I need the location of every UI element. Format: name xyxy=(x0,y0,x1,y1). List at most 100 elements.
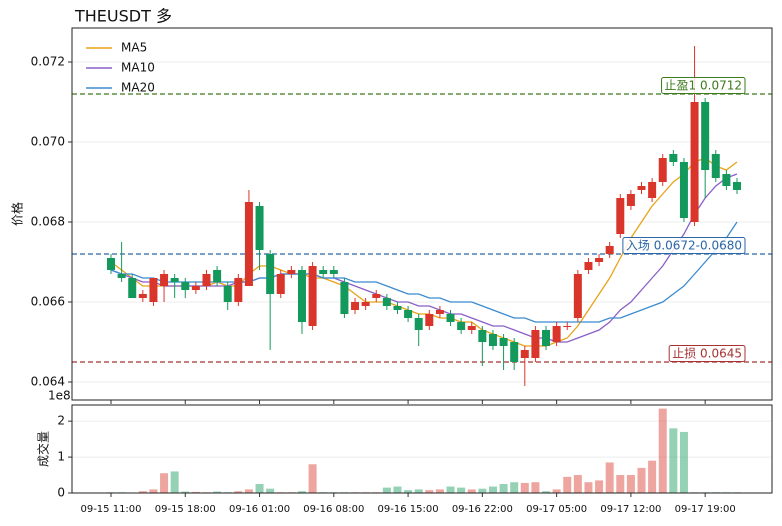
volume-bar xyxy=(679,431,688,493)
candle-body xyxy=(637,186,646,190)
volume-bar xyxy=(669,428,678,493)
candle-body xyxy=(107,258,115,270)
candle-body xyxy=(648,182,657,198)
candle-body xyxy=(520,350,529,358)
x-tick-label: 09-17 19:00 xyxy=(675,504,736,515)
volume-bar xyxy=(138,491,147,493)
candle-body xyxy=(626,194,635,206)
candle-body xyxy=(414,318,423,330)
volume-bar xyxy=(478,488,487,493)
candle-body xyxy=(329,270,338,274)
candle-body xyxy=(605,246,614,254)
volume-bar xyxy=(573,475,582,493)
volume-bar xyxy=(637,467,646,493)
candle-body xyxy=(531,330,540,358)
candle-body xyxy=(488,334,497,346)
candle-body xyxy=(297,270,306,322)
y-tick-label: 0.068 xyxy=(31,215,65,229)
volume-bar xyxy=(266,488,275,493)
candle-body xyxy=(467,326,476,330)
volume-bar xyxy=(234,491,243,493)
ma-line xyxy=(110,157,738,347)
volume-bar xyxy=(605,462,614,493)
volume-bar xyxy=(626,475,635,493)
candle-body xyxy=(722,174,731,186)
volume-bar xyxy=(297,491,306,493)
candle-body xyxy=(510,342,519,362)
level-box xyxy=(622,237,746,254)
candle-body xyxy=(308,266,317,326)
volume-bar xyxy=(542,491,551,493)
legend-label: MA10 xyxy=(121,61,155,75)
volume-bar xyxy=(404,490,413,493)
volume-bar xyxy=(181,491,190,493)
volume-bar xyxy=(584,482,593,493)
level-annotation: 入场 0.0672-0.0680 xyxy=(622,237,746,254)
volume-bar xyxy=(244,489,253,493)
volume-bar xyxy=(414,489,423,493)
candle-body xyxy=(616,198,625,234)
candle-body xyxy=(191,286,200,290)
x-tick-label: 09-16 15:00 xyxy=(378,504,439,515)
candle-body xyxy=(393,306,402,310)
volume-bar xyxy=(457,487,466,493)
y-tick-label: 0.070 xyxy=(31,135,65,149)
candle-body xyxy=(340,282,349,314)
candle-body xyxy=(573,274,582,318)
candle-body xyxy=(170,278,179,282)
candle-body xyxy=(404,310,413,318)
candle-body xyxy=(499,338,508,346)
volume-bar xyxy=(595,480,604,493)
candle-body xyxy=(446,314,455,322)
volume-bar xyxy=(510,482,519,493)
y-tick-label: 0 xyxy=(57,486,65,500)
x-tick-label: 09-17 12:00 xyxy=(600,504,661,515)
candle-body xyxy=(669,154,678,162)
y-axis-label: 价格 xyxy=(10,202,25,226)
candle-body xyxy=(266,254,275,294)
candle-body xyxy=(690,102,699,222)
y-tick-label: 0.064 xyxy=(31,375,65,389)
y-tick-label: 2 xyxy=(57,414,65,428)
volume-bar xyxy=(616,475,625,493)
candle-body xyxy=(435,310,444,314)
candle-body xyxy=(213,270,222,282)
candle-body xyxy=(287,270,296,274)
candle-body xyxy=(478,330,487,342)
candle-body xyxy=(181,282,190,290)
candle-body xyxy=(658,158,667,182)
volume-bar xyxy=(531,482,540,493)
x-tick-label: 09-15 11:00 xyxy=(80,504,141,515)
candle-body xyxy=(319,270,328,274)
candle-body xyxy=(351,302,360,310)
volume-bar xyxy=(191,491,200,493)
candle-body xyxy=(382,298,391,306)
ma-line xyxy=(110,173,738,343)
volume-bar xyxy=(160,473,169,493)
volume-bar xyxy=(446,486,455,493)
x-tick-label: 09-16 08:00 xyxy=(303,504,364,515)
volume-bar xyxy=(467,489,476,493)
chart-title: THEUSDT 多 xyxy=(74,7,172,26)
level-label: 止盈1 0.0712 xyxy=(665,79,742,93)
candle-body xyxy=(552,326,561,342)
candle-body xyxy=(244,202,253,286)
volume-bar xyxy=(382,487,391,493)
volume-bar xyxy=(563,476,572,493)
level-annotation: 止损 0.0645 xyxy=(668,345,746,362)
volume-axis-label: 成交量 xyxy=(36,431,51,467)
volume-bar xyxy=(435,489,444,493)
volume-bar xyxy=(658,408,667,493)
candle-body xyxy=(128,278,137,298)
candle-body xyxy=(733,182,741,190)
candle-body xyxy=(202,274,211,286)
candle-body xyxy=(679,162,688,218)
legend-label: MA20 xyxy=(121,81,155,95)
volume-frame xyxy=(71,404,773,494)
level-box xyxy=(668,345,746,362)
candle-body xyxy=(584,262,593,270)
y-tick-label: 0.072 xyxy=(31,55,65,69)
volume-bar xyxy=(499,484,508,493)
volume-bar xyxy=(552,489,561,493)
candle-body xyxy=(361,302,370,306)
